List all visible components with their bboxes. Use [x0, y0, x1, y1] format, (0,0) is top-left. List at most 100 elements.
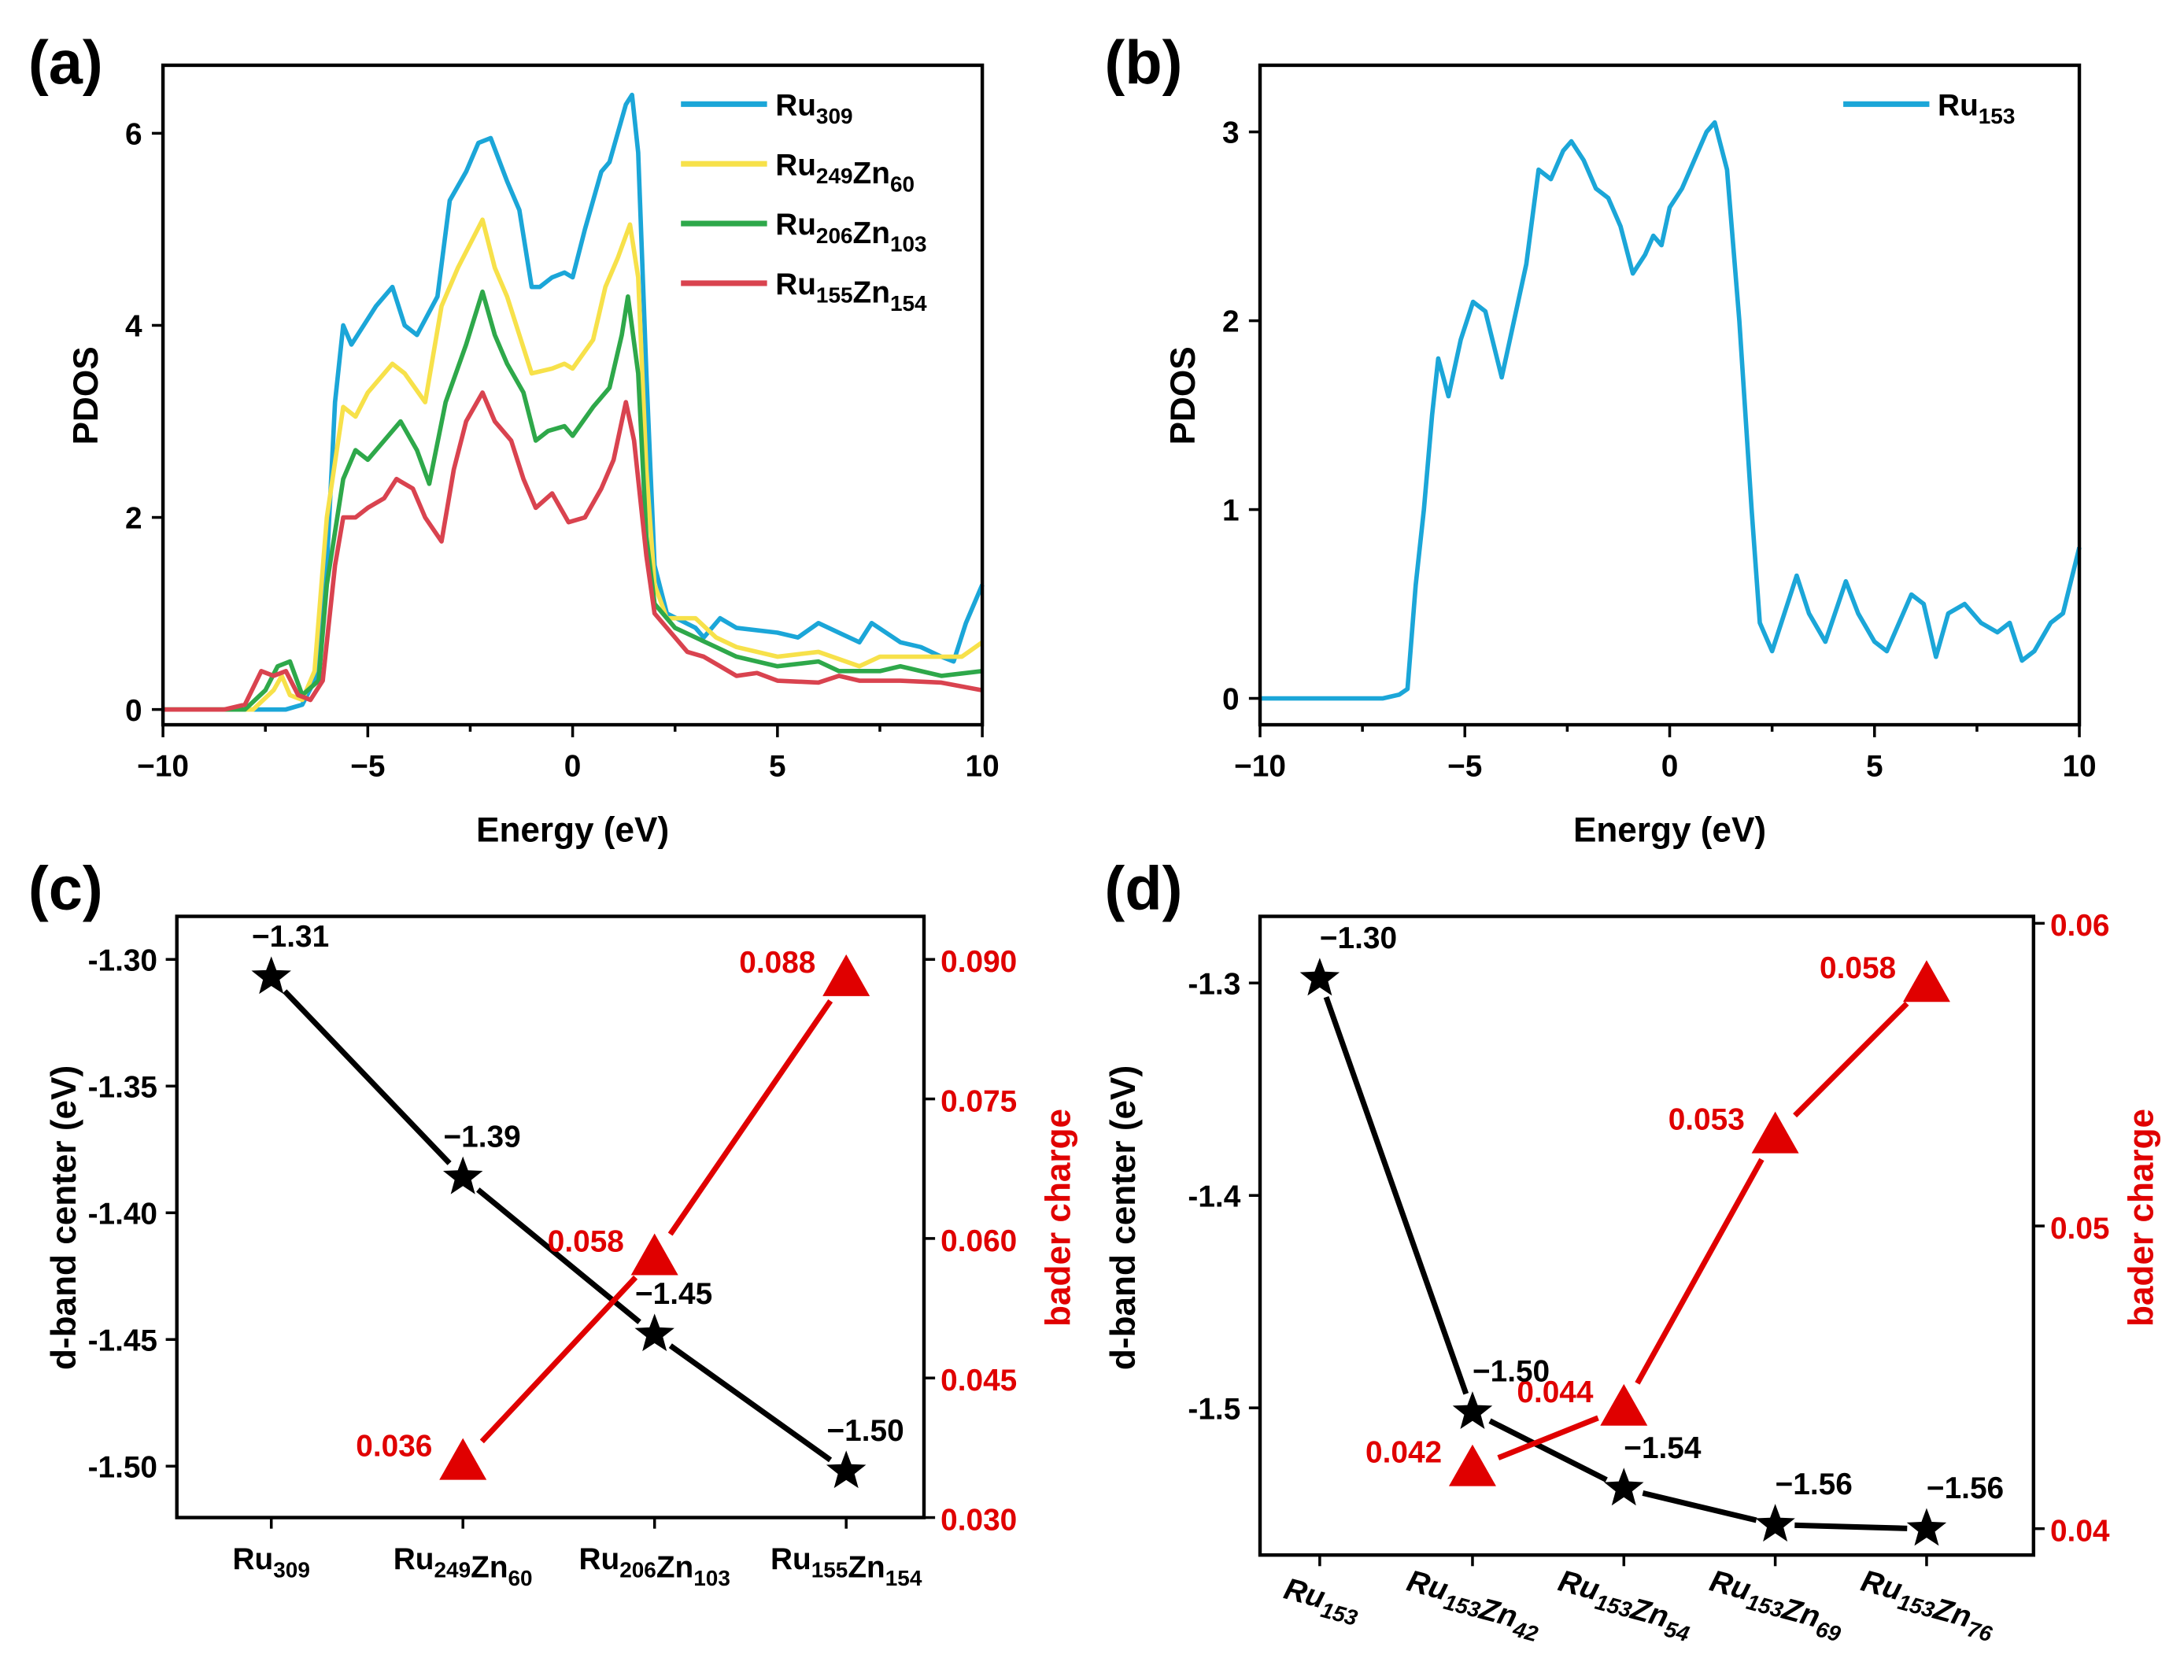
bader-line-segment: [479, 1275, 638, 1444]
panel-label: (d): [1104, 855, 1182, 923]
label-text: Ru: [770, 1542, 811, 1576]
y-tick-label: -1.4: [1188, 1180, 1240, 1213]
dband-data-label: −1.30: [1320, 921, 1397, 955]
y-tick-label: -1.45: [88, 1324, 157, 1357]
y-axis-title: d-band center (eV): [45, 1065, 83, 1370]
y-tick-label: 1: [1222, 494, 1240, 528]
panel-label: (a): [28, 29, 103, 97]
bader-line-segment: [1635, 1158, 1765, 1385]
label-text: Ru: [775, 88, 816, 122]
x-tick-label: 0: [564, 749, 582, 783]
bader-data-label: 0.053: [1668, 1103, 1745, 1137]
category-label: Ru153Zn69: [1702, 1564, 1850, 1647]
y-axis-title: PDOS: [1164, 346, 1203, 445]
bader-line-segment: [1793, 1001, 1909, 1118]
label-text: Ru: [394, 1542, 434, 1576]
dband-line-segment: [668, 1343, 833, 1463]
subscript: 153: [1979, 104, 2016, 128]
series-line-2: [163, 289, 983, 712]
panel-label: (b): [1104, 29, 1182, 97]
y-tick-label: 0: [1222, 683, 1240, 717]
label-text: Ru: [775, 148, 816, 182]
legend-label: Ru153: [1938, 88, 2015, 128]
y-tick-label: 2: [1222, 305, 1240, 339]
plot-frame: [1258, 914, 2036, 1557]
label-text: Zn: [853, 216, 890, 250]
x-tick-label: 10: [2062, 749, 2096, 783]
series-line-0: [1260, 120, 2082, 701]
bader-triangle-marker: [1902, 960, 1950, 1002]
legend-label: Ru206Zn103: [775, 208, 926, 256]
y-right-tick-label: 0.045: [940, 1364, 1017, 1398]
x-axis-title: Energy (eV): [476, 810, 669, 849]
dband-data-label: −1.50: [826, 1414, 904, 1448]
y-right-tick-label: 0.030: [940, 1503, 1017, 1537]
category-label: Ru153Zn42: [1400, 1564, 1547, 1647]
label-text: Ru: [775, 268, 816, 301]
bader-triangle-marker: [1600, 1383, 1648, 1426]
bader-data-label: 0.042: [1365, 1436, 1442, 1470]
dband-data-label: −1.56: [1776, 1468, 1853, 1501]
y-right-tick-label: 0.090: [940, 945, 1017, 979]
y-right-axis-title: bader charge: [1039, 1109, 1077, 1327]
x-tick-label: 5: [769, 749, 786, 783]
dband-line-segment: [1642, 1490, 1757, 1523]
x-tick-label: 10: [966, 749, 1000, 783]
label-text: Zn: [471, 1550, 508, 1584]
plot-frame: [175, 914, 926, 1519]
dband-star-marker: [1299, 958, 1340, 996]
y-right-axis-title: bader charge: [2123, 1109, 2161, 1327]
dband-data-label: −1.54: [1624, 1431, 1702, 1465]
plot-frame: [1258, 63, 2082, 727]
y-right-tick-label: 0.075: [940, 1084, 1017, 1118]
x-axis-title: Energy (eV): [1573, 810, 1766, 849]
label-text: Zn: [853, 276, 890, 310]
y-right-tick-label: 0.05: [2050, 1212, 2110, 1246]
dband-data-label: −1.39: [443, 1120, 520, 1154]
label-text: Zn: [656, 1550, 693, 1584]
panel-d: (d) -1.3 -1.4 -1.5 0.04 0.05 0.06 Ru153 Ru153Zn4…: [1104, 855, 2160, 1647]
subscript: 76: [1964, 1616, 1994, 1646]
dband-line-segment: [1323, 995, 1469, 1395]
dband-data-label: −1.31: [252, 920, 329, 954]
dband-line-segment: [283, 989, 452, 1165]
y-tick-label: -1.40: [88, 1197, 157, 1231]
subscript: 206: [816, 223, 853, 248]
series-line-1: [163, 217, 984, 712]
bader-data-label: 0.058: [1820, 951, 1896, 985]
subscript: 249: [434, 1557, 471, 1582]
legend-label: Ru309: [775, 88, 852, 128]
x-tick-label: −10: [137, 749, 189, 783]
subscript: 60: [508, 1566, 533, 1590]
dband-line-segment: [1488, 1418, 1608, 1482]
category-label: Ru153Zn76: [1854, 1564, 2001, 1647]
bader-line-segment: [667, 999, 833, 1236]
subscript: 103: [890, 231, 927, 256]
y-right-tick-label: 0.06: [2050, 909, 2110, 943]
x-tick-label: −5: [350, 749, 385, 783]
bader-triangle-marker: [1448, 1444, 1496, 1486]
subscript: 103: [693, 1566, 730, 1590]
label-text: Ru: [775, 208, 816, 242]
dband-star-marker: [1604, 1468, 1644, 1506]
dband-star-marker: [1452, 1391, 1493, 1429]
bader-triangle-marker: [1751, 1111, 1799, 1154]
dband-star-marker: [1755, 1504, 1795, 1542]
dband-line-segment: [1794, 1522, 1908, 1531]
subscript: 249: [816, 164, 853, 188]
subscript: 309: [816, 104, 853, 128]
y-right-tick-label: 0.060: [940, 1224, 1017, 1258]
dband-star-marker: [251, 956, 291, 995]
y-axis-title: PDOS: [67, 346, 105, 445]
dband-star-marker: [442, 1156, 483, 1194]
subscript: 54: [1662, 1616, 1692, 1646]
y-tick-label: -1.50: [88, 1450, 157, 1484]
label-text: Ru: [579, 1542, 620, 1576]
subscript: 69: [1813, 1616, 1843, 1646]
series-line-0: [163, 92, 985, 712]
x-tick-label: 0: [1661, 749, 1679, 783]
y-tick-label: 4: [125, 310, 142, 344]
category-label: Ru206Zn103: [579, 1542, 730, 1590]
panel-c: (c) -1.30 -1.35 -1.40 -1.45 -1.50 0.030 0.045 0.…: [28, 855, 1077, 1590]
